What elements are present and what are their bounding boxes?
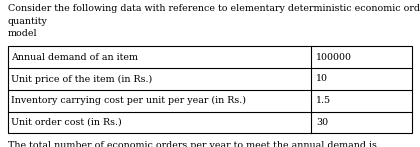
Text: 30: 30 xyxy=(316,118,328,127)
Text: 1.5: 1.5 xyxy=(316,96,331,105)
Bar xyxy=(8,46,412,133)
Text: Inventory carrying cost per unit per year (in Rs.): Inventory carrying cost per unit per yea… xyxy=(11,96,246,105)
Text: Unit price of the item (in Rs.): Unit price of the item (in Rs.) xyxy=(11,74,152,83)
Text: model: model xyxy=(8,29,37,38)
Text: Annual demand of an item: Annual demand of an item xyxy=(11,53,138,62)
Text: Unit order cost (in Rs.): Unit order cost (in Rs.) xyxy=(11,118,122,127)
Text: The total number of economic orders per year to meet the annual demand is _: The total number of economic orders per … xyxy=(8,140,384,147)
Text: quantity: quantity xyxy=(8,17,47,26)
Text: 10: 10 xyxy=(316,74,328,83)
Text: 100000: 100000 xyxy=(316,53,352,62)
Text: Consider the following data with reference to elementary deterministic economic : Consider the following data with referen… xyxy=(8,4,420,13)
